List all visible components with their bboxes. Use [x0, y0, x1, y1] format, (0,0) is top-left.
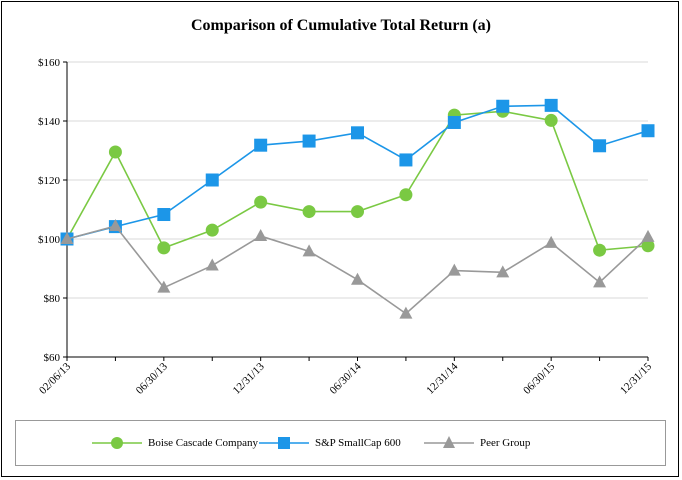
y-tick-label: $100: [38, 234, 61, 246]
data-point-square: [205, 173, 219, 187]
series-line-1: [66, 104, 649, 240]
data-point-triangle: [641, 229, 655, 242]
data-point-circle: [544, 113, 558, 127]
y-tick-label: $80: [44, 293, 61, 305]
data-point-circle: [593, 243, 607, 257]
data-point-circle: [302, 205, 316, 219]
x-tick-label: 06/30/13: [134, 360, 170, 396]
data-point-square: [351, 126, 364, 140]
y-tick-label: $140: [38, 116, 61, 128]
data-point-circle: [205, 223, 219, 237]
data-point-square: [447, 115, 461, 129]
y-tick-label: $120: [38, 175, 61, 187]
data-point-square: [302, 134, 316, 148]
data-point-triangle: [254, 229, 268, 242]
x-tick-label: 06/30/15: [521, 360, 557, 396]
data-point-triangle: [157, 280, 171, 293]
data-point-circle: [641, 239, 655, 253]
data-point-triangle: [544, 235, 558, 248]
data-point-triangle: [399, 306, 413, 319]
data-point-square: [254, 138, 268, 152]
legend-label-peer: Peer Group: [480, 437, 531, 449]
legend: Boise Cascade Company S&P SmallCap 600 P…: [15, 420, 666, 466]
data-point-triangle: [108, 219, 122, 232]
data-point-circle: [108, 145, 122, 159]
data-point-square: [593, 139, 607, 153]
data-point-triangle: [205, 258, 219, 271]
legend-marker-sp600: [259, 437, 309, 449]
legend-label-sp600: S&P SmallCap 600: [315, 437, 401, 449]
x-tick-label: 12/31/13: [231, 360, 267, 396]
data-point-square: [544, 98, 558, 112]
x-tick-label: 12/31/15: [618, 360, 654, 396]
data-point-triangle: [593, 275, 607, 288]
data-point-triangle: [496, 265, 510, 278]
legend-item-peer: Peer Group: [424, 421, 530, 465]
data-point-circle: [399, 188, 413, 202]
data-point-triangle: [447, 263, 461, 276]
y-tick-label: $160: [38, 57, 61, 69]
x-tick-label: 02/06/13: [37, 360, 73, 396]
x-tick-label: 12/31/14: [424, 360, 460, 396]
data-point-triangle: [351, 272, 364, 285]
x-tick-label: 06/30/14: [327, 360, 363, 396]
legend-label-boise: Boise Cascade Company: [148, 437, 258, 449]
data-point-circle: [254, 195, 268, 209]
y-tick-label: $60: [44, 352, 61, 364]
data-point-triangle: [60, 232, 74, 244]
legend-item-boise: Boise Cascade Company: [92, 421, 258, 465]
legend-marker-peer: [424, 436, 474, 448]
data-point-square: [399, 153, 413, 167]
chart-title: Comparison of Cumulative Total Return (a…: [190, 17, 491, 34]
data-point-circle: [157, 241, 171, 255]
data-point-square: [496, 99, 510, 113]
data-point-square: [157, 208, 171, 222]
data-point-square: [641, 124, 655, 138]
legend-item-sp600: S&P SmallCap 600: [259, 421, 401, 465]
legend-marker-boise: [92, 437, 142, 449]
data-point-circle: [351, 205, 364, 219]
data-point-triangle: [302, 244, 316, 257]
